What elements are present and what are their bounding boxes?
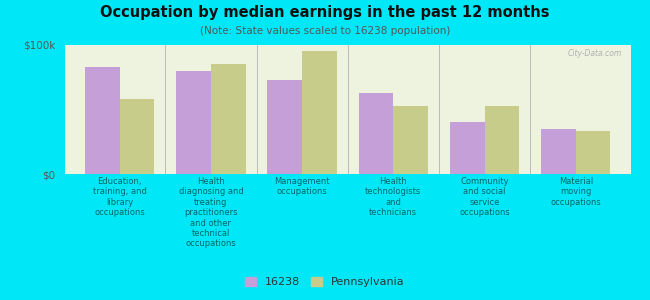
Text: Material
moving
occupations: Material moving occupations bbox=[551, 177, 601, 207]
Bar bbox=[541, 129, 576, 174]
Bar bbox=[484, 106, 519, 174]
Bar bbox=[268, 80, 302, 174]
Bar bbox=[450, 122, 484, 174]
Text: Education,
training, and
library
occupations: Education, training, and library occupat… bbox=[93, 177, 147, 217]
Text: Community
and social
service
occupations: Community and social service occupations bbox=[459, 177, 510, 217]
Bar bbox=[211, 64, 246, 174]
Bar bbox=[576, 131, 610, 174]
Text: Health
technologists
and
technicians: Health technologists and technicians bbox=[365, 177, 421, 217]
Text: (Note: State values scaled to 16238 population): (Note: State values scaled to 16238 popu… bbox=[200, 26, 450, 35]
Bar bbox=[359, 93, 393, 174]
Text: Management
occupations: Management occupations bbox=[274, 177, 330, 197]
Bar bbox=[120, 99, 155, 174]
Bar bbox=[85, 67, 120, 174]
Text: City-Data.com: City-Data.com bbox=[567, 49, 622, 58]
Text: Health
diagnosing and
treating
practitioners
and other
technical
occupations: Health diagnosing and treating practitio… bbox=[179, 177, 243, 248]
Bar bbox=[393, 106, 428, 174]
Bar bbox=[176, 71, 211, 174]
Bar bbox=[302, 51, 337, 174]
Text: Occupation by median earnings in the past 12 months: Occupation by median earnings in the pas… bbox=[100, 4, 550, 20]
Legend: 16238, Pennsylvania: 16238, Pennsylvania bbox=[240, 272, 410, 291]
